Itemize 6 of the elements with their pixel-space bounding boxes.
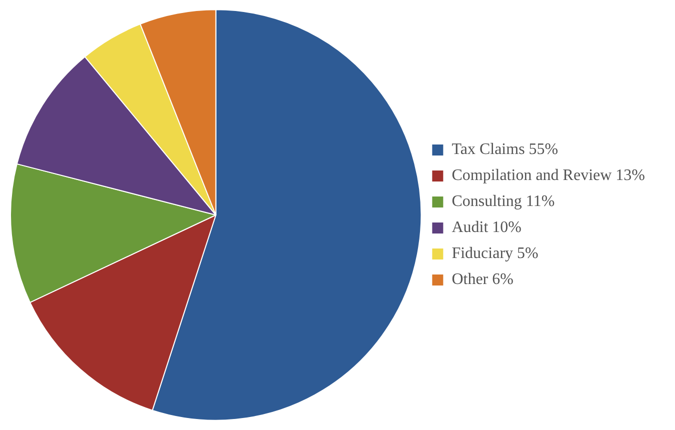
legend-label: Compilation and Review 13% <box>452 167 646 184</box>
legend-label: Audit 10% <box>452 219 522 236</box>
legend-label: Tax Claims 55% <box>452 141 558 158</box>
legend-label: Fiduciary 5% <box>452 245 538 262</box>
legend-label: Consulting 11% <box>452 193 555 210</box>
legend-label: Other 6% <box>452 271 514 288</box>
